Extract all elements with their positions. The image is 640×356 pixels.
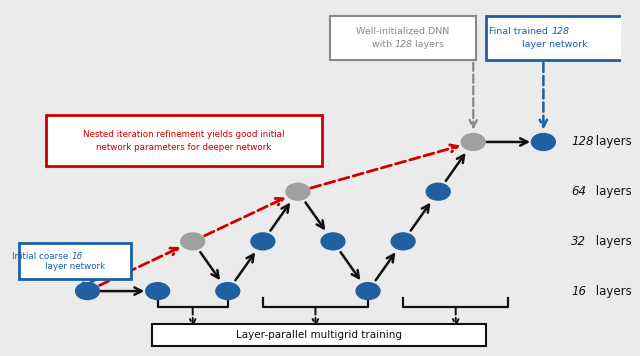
Text: layer network: layer network xyxy=(522,40,588,49)
Circle shape xyxy=(76,283,99,299)
Circle shape xyxy=(321,233,345,250)
Circle shape xyxy=(251,233,275,250)
Text: layers: layers xyxy=(593,136,632,148)
Text: network parameters for deeper network: network parameters for deeper network xyxy=(96,143,271,152)
Text: layers: layers xyxy=(412,40,444,49)
FancyBboxPatch shape xyxy=(19,244,131,279)
Circle shape xyxy=(531,134,556,151)
Text: 128: 128 xyxy=(395,40,413,49)
Text: layers: layers xyxy=(593,284,632,298)
Text: 16: 16 xyxy=(572,284,586,298)
Text: 128: 128 xyxy=(572,136,594,148)
Text: Initial coarse: Initial coarse xyxy=(12,252,72,261)
Circle shape xyxy=(180,233,205,250)
Circle shape xyxy=(286,183,310,200)
Text: Nested iteration refinement yields good initial: Nested iteration refinement yields good … xyxy=(83,130,285,139)
Text: 16: 16 xyxy=(72,252,83,261)
FancyBboxPatch shape xyxy=(330,16,476,61)
Text: with: with xyxy=(372,40,395,49)
Text: layers: layers xyxy=(593,235,632,248)
Circle shape xyxy=(146,283,170,299)
FancyBboxPatch shape xyxy=(486,16,623,61)
Circle shape xyxy=(391,233,415,250)
Text: layer network: layer network xyxy=(45,262,105,271)
Circle shape xyxy=(461,134,485,151)
FancyBboxPatch shape xyxy=(46,115,322,166)
Text: Final trained: Final trained xyxy=(489,27,551,36)
Circle shape xyxy=(216,283,240,299)
Circle shape xyxy=(356,283,380,299)
Text: layers: layers xyxy=(593,185,632,198)
Text: 32: 32 xyxy=(572,235,586,248)
Text: 64: 64 xyxy=(572,185,586,198)
Text: Well-initialized DNN: Well-initialized DNN xyxy=(356,27,450,36)
Text: Layer-parallel multigrid training: Layer-parallel multigrid training xyxy=(236,330,402,340)
Text: 128: 128 xyxy=(551,27,569,36)
Circle shape xyxy=(426,183,450,200)
FancyBboxPatch shape xyxy=(152,324,486,346)
